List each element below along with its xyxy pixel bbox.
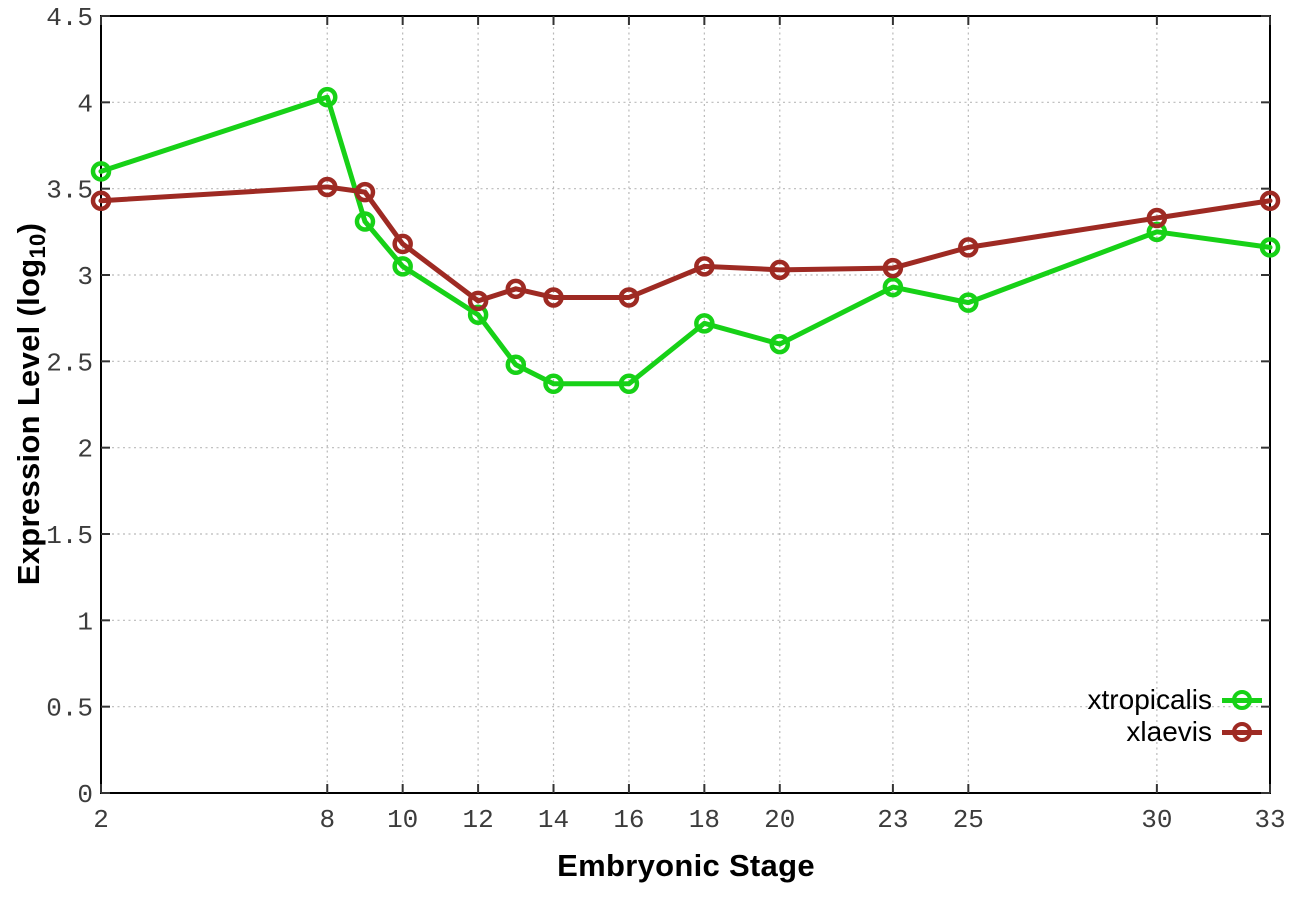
data-point-xlaevis bbox=[392, 233, 413, 255]
data-point-xtropicalis bbox=[317, 86, 338, 108]
legend-marker-xlaevis bbox=[1222, 720, 1262, 744]
data-point-xtropicalis bbox=[882, 276, 904, 298]
data-point-xlaevis bbox=[505, 278, 527, 300]
data-point-xtropicalis bbox=[769, 333, 791, 355]
y-tick-label: 3 bbox=[77, 262, 93, 292]
data-point-xtropicalis bbox=[958, 292, 979, 313]
y-axis-title: Expression Level (log10) bbox=[11, 223, 51, 585]
series-line-xlaevis bbox=[98, 184, 1273, 304]
data-point-xlaevis bbox=[317, 176, 338, 198]
data-point-xtropicalis bbox=[505, 354, 527, 376]
legend-row-xlaevis: xlaevis bbox=[1088, 716, 1262, 748]
data-point-xtropicalis bbox=[90, 161, 112, 182]
y-tick-label: 1 bbox=[77, 607, 93, 637]
data-point-xlaevis bbox=[354, 181, 376, 203]
legend-point-sample bbox=[1232, 722, 1252, 742]
x-tick-label: 14 bbox=[538, 805, 569, 835]
y-tick-label: 0 bbox=[77, 780, 93, 810]
x-tick-label: 2 bbox=[93, 805, 109, 835]
series-line-xtropicalis bbox=[98, 94, 1273, 387]
x-tick-label: 16 bbox=[613, 805, 644, 835]
x-tick-label: 12 bbox=[462, 805, 493, 835]
x-tick-label: 10 bbox=[387, 805, 418, 835]
plot-border bbox=[100, 15, 1271, 794]
legend-label-xlaevis: xlaevis bbox=[1126, 716, 1212, 747]
legend-label-xtropicalis: xtropicalis bbox=[1087, 684, 1212, 715]
data-point-xlaevis bbox=[769, 259, 791, 281]
data-point-xtropicalis bbox=[618, 373, 640, 395]
data-point-xlaevis bbox=[694, 256, 715, 277]
x-tick-label: 30 bbox=[1141, 805, 1172, 835]
x-tick-label: 18 bbox=[689, 805, 720, 835]
data-point-xtropicalis bbox=[694, 313, 715, 334]
y-tick-label: 4 bbox=[77, 89, 93, 119]
data-point-xlaevis bbox=[1146, 207, 1168, 229]
y-tick-label: 2.5 bbox=[46, 348, 93, 378]
x-tick-label: 25 bbox=[953, 805, 984, 835]
legend-row-xtropicalis: xtropicalis bbox=[1088, 684, 1262, 716]
x-tick-label: 23 bbox=[877, 805, 908, 835]
data-point-xlaevis bbox=[543, 287, 564, 308]
data-point-xlaevis bbox=[882, 257, 904, 279]
data-point-xtropicalis bbox=[354, 211, 376, 232]
y-tick-label: 2 bbox=[77, 435, 93, 465]
data-point-xlaevis bbox=[958, 237, 979, 258]
y-axis-title-close: ) bbox=[11, 222, 46, 234]
x-axis-title: Embryonic Stage bbox=[557, 848, 815, 883]
y-axis-title-subscript: 10 bbox=[25, 233, 50, 259]
legend-point-sample bbox=[1232, 690, 1252, 710]
legend: xtropicalis xlaevis bbox=[1088, 684, 1262, 748]
data-point-xtropicalis bbox=[543, 373, 564, 395]
data-point-xlaevis bbox=[1259, 190, 1281, 212]
y-tick-label: 1.5 bbox=[46, 521, 93, 551]
y-tick-label: 4.5 bbox=[46, 3, 93, 33]
data-point-xlaevis bbox=[467, 290, 489, 312]
x-tick-label: 20 bbox=[764, 805, 795, 835]
legend-marker-xtropicalis bbox=[1222, 688, 1262, 712]
x-tick-label: 8 bbox=[319, 805, 335, 835]
data-point-xlaevis bbox=[90, 190, 112, 212]
x-tick-label: 33 bbox=[1254, 805, 1285, 835]
data-point-xtropicalis bbox=[1259, 237, 1281, 258]
data-point-xlaevis bbox=[618, 287, 640, 308]
y-axis-title-text: Expression Level (log bbox=[11, 258, 46, 586]
y-tick-label: 3.5 bbox=[46, 176, 93, 206]
data-point-xtropicalis bbox=[392, 256, 413, 277]
y-tick-label: 0.5 bbox=[46, 694, 93, 724]
